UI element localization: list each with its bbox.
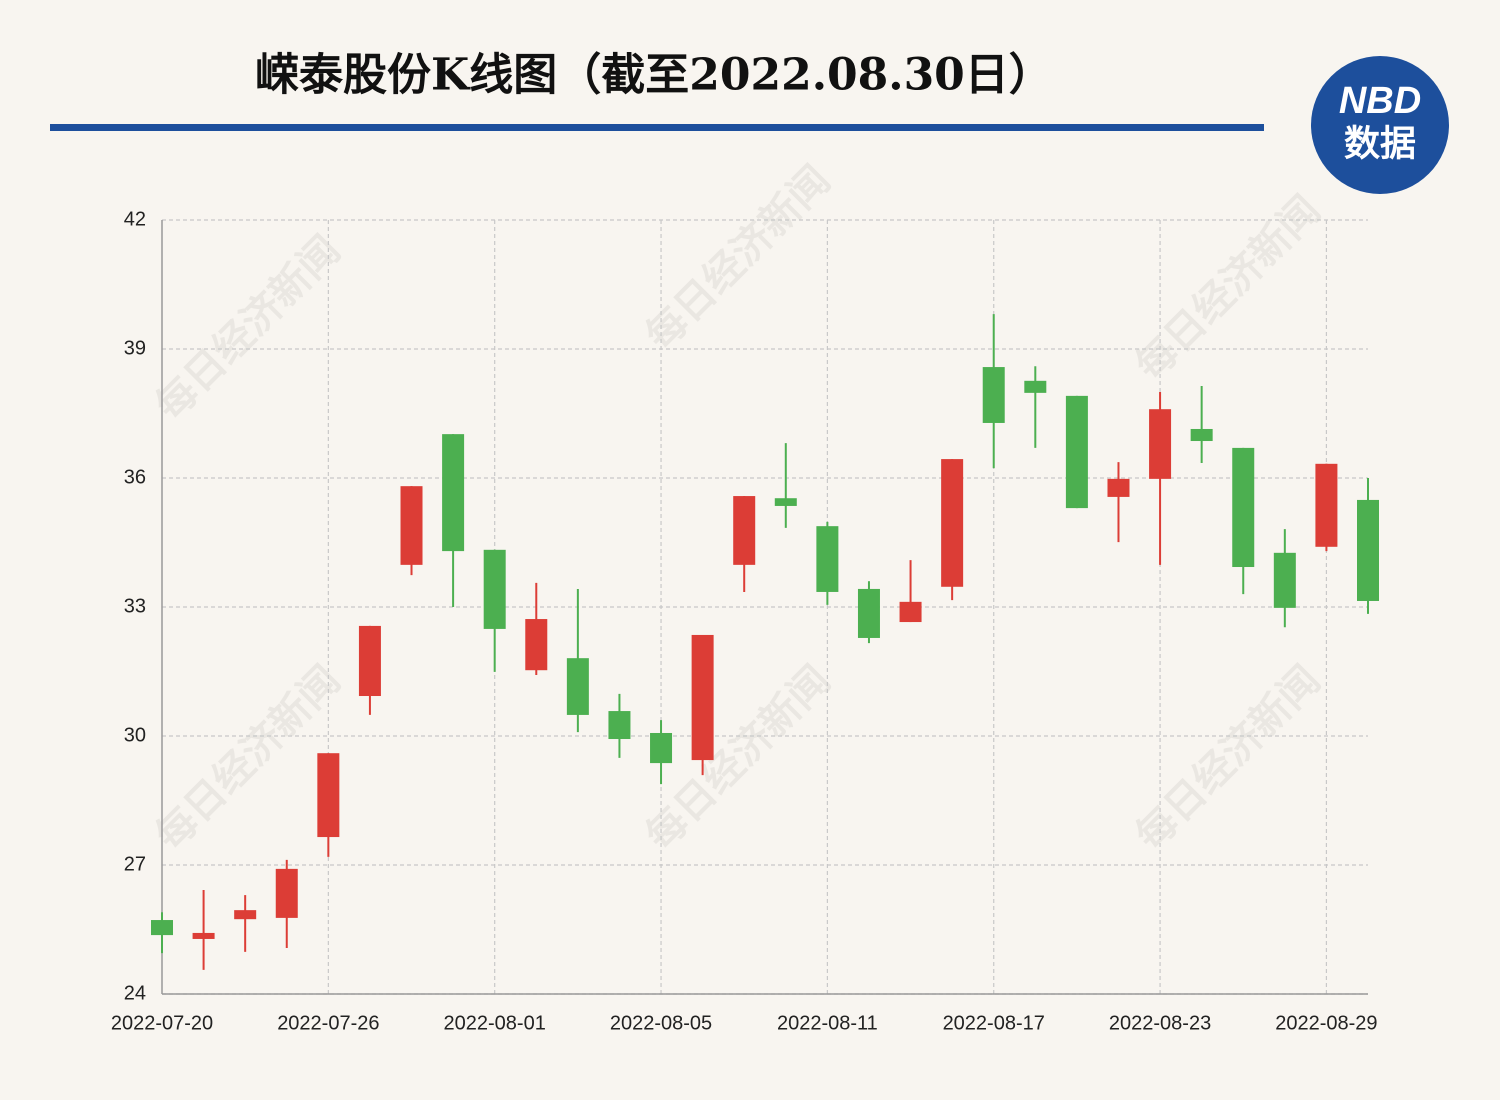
candle-body — [608, 711, 631, 740]
candle-body — [525, 619, 548, 671]
candle-body — [691, 634, 714, 761]
candle-body — [1315, 463, 1338, 547]
candle-body — [774, 498, 797, 506]
candle-body — [317, 753, 340, 838]
x-tick-label: 2022-08-17 — [943, 1012, 1045, 1034]
candle-body — [275, 868, 298, 918]
candle-body — [442, 434, 465, 552]
candle-body — [234, 910, 257, 920]
candle-body — [857, 588, 880, 638]
candle-body — [1065, 395, 1088, 509]
x-tick-label: 2022-07-26 — [277, 1012, 379, 1034]
candle-body — [1107, 478, 1130, 497]
candle-body — [400, 486, 423, 565]
candle-body — [1232, 447, 1255, 568]
x-tick-label: 2022-08-11 — [777, 1012, 878, 1034]
x-tick-label: 2022-08-29 — [1275, 1012, 1377, 1034]
x-tick-label: 2022-07-20 — [111, 1012, 213, 1034]
y-tick-label: 24 — [124, 982, 146, 1004]
candle-body — [733, 496, 756, 565]
x-tick-label: 2022-08-05 — [610, 1012, 712, 1034]
candle-body — [941, 459, 964, 587]
candle-body — [151, 920, 173, 936]
candle-body — [483, 549, 506, 629]
y-tick-label: 30 — [124, 724, 146, 746]
chart-title: 嵘泰股份K线图（截至2022.08.30日） — [255, 50, 1053, 101]
candle-body — [358, 625, 381, 697]
title-rule — [50, 124, 1264, 131]
x-tick-label: 2022-08-01 — [444, 1012, 546, 1034]
candle-body — [1024, 380, 1047, 393]
logo — [1311, 56, 1449, 194]
candle-body — [1149, 409, 1172, 479]
logo-text: 数据 — [1344, 123, 1416, 164]
candle-body — [899, 601, 922, 623]
y-tick-label: 33 — [124, 595, 146, 617]
candle-body — [1190, 428, 1213, 442]
y-tick-label: 36 — [124, 466, 146, 488]
candle-body — [982, 367, 1005, 423]
candle-body — [650, 732, 673, 764]
y-tick-label: 42 — [124, 208, 146, 230]
candle-body — [566, 658, 589, 715]
y-tick-label: 27 — [124, 853, 146, 875]
candle-body — [1357, 499, 1379, 601]
candle-body — [1273, 552, 1296, 608]
candle-body — [192, 932, 215, 939]
logo-text: NBD — [1339, 80, 1421, 122]
candle-body — [816, 526, 839, 592]
y-tick-label: 39 — [124, 337, 146, 359]
x-tick-label: 2022-08-23 — [1109, 1012, 1211, 1034]
